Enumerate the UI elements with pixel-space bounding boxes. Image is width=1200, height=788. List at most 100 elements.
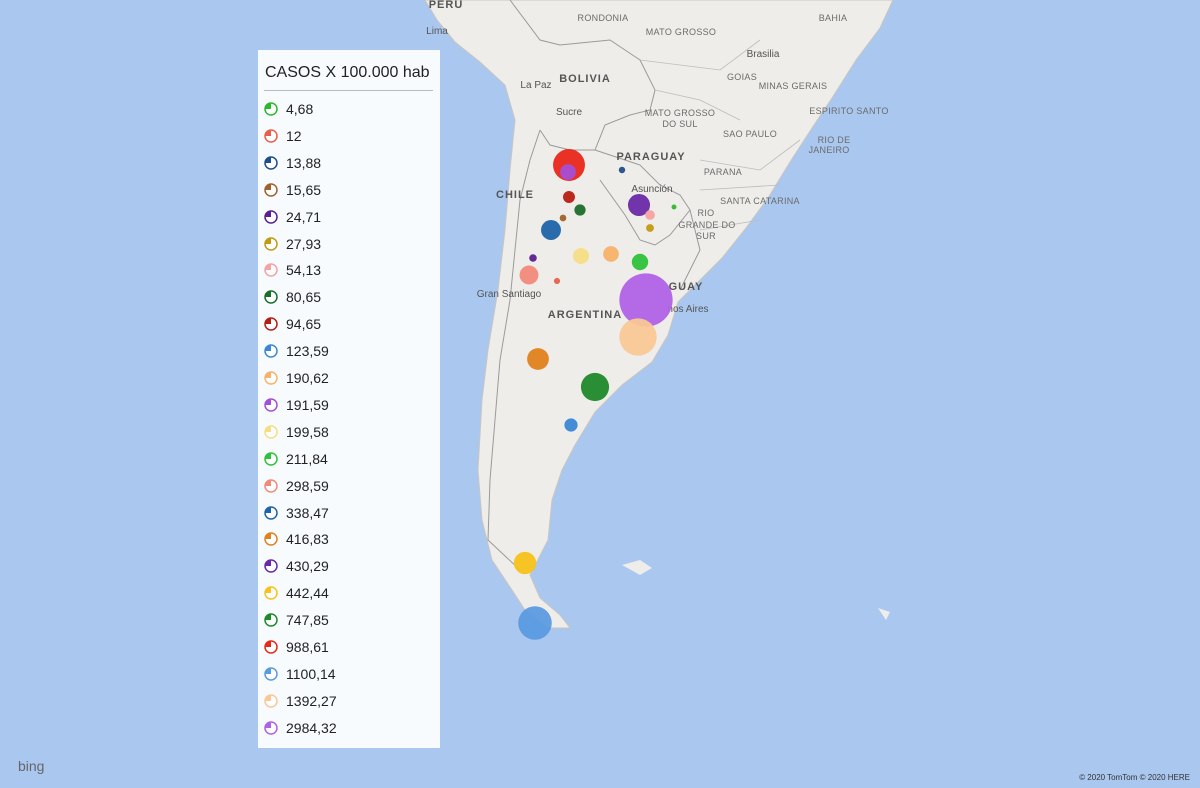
map-label: RIO DE <box>818 135 851 145</box>
map-label: RONDONIA <box>578 13 629 23</box>
bubble <box>618 166 626 174</box>
legend-label: 988,61 <box>286 639 329 655</box>
legend-label: 80,65 <box>286 289 322 306</box>
legend-item: 2984,32 <box>264 718 337 738</box>
legend-icon-wedge <box>265 587 271 594</box>
legend-icon <box>264 667 278 681</box>
legend-icon-wedge <box>265 183 271 190</box>
legend-icon <box>264 290 278 305</box>
legend-icon-wedge <box>265 667 271 674</box>
attribution: © 2020 TomTom © 2020 HERE <box>1079 773 1190 782</box>
legend-item: 211,84 <box>264 449 328 469</box>
bubble <box>513 551 537 575</box>
legend-item: 416,83 <box>264 529 329 549</box>
legend-label: 24,71 <box>286 208 322 225</box>
legend-icon <box>264 398 278 412</box>
legend-item: 430,29 <box>264 556 329 576</box>
bubble <box>603 246 619 262</box>
legend-icon <box>264 371 278 385</box>
legend-icon-wedge <box>265 398 271 405</box>
map-label: Asunción <box>631 184 672 195</box>
map-label: BOLIVIA <box>559 73 611 85</box>
legend-icon <box>264 640 278 654</box>
legend-label: 211,84 <box>286 450 328 467</box>
legend-label: 747,85 <box>286 612 329 629</box>
bubble <box>574 204 586 216</box>
bubble <box>619 318 657 356</box>
legend-item: 199,58 <box>264 422 329 442</box>
legend-icon-wedge <box>265 721 271 728</box>
legend-label: 416,83 <box>286 531 329 548</box>
legend-icon-wedge <box>265 129 271 136</box>
legend-label: 191,59 <box>286 396 329 413</box>
map-label: MATO GROSSO <box>646 27 716 37</box>
map-label: BAHIA <box>819 13 848 23</box>
map-label: GRANDE DO <box>678 220 735 230</box>
legend-item: 1100,14 <box>264 664 336 684</box>
map-label: SUR <box>696 231 716 241</box>
legend-icon-wedge <box>265 614 271 621</box>
legend-label: 54,13 <box>286 262 322 279</box>
legend-item: 24,71 <box>264 207 321 227</box>
legend-item: 4,68 <box>264 99 313 119</box>
legend-icon <box>264 720 278 735</box>
legend-label: 442,44 <box>286 585 329 602</box>
map-label: DO SUL <box>662 119 697 129</box>
bubble <box>645 210 655 220</box>
legend-title: CASOS X 100.000 hab <box>265 64 430 81</box>
legend-item: 298,59 <box>264 476 329 496</box>
legend-icon-wedge <box>265 560 271 567</box>
legend-icon-wedge <box>265 452 271 459</box>
map-label: Brasilia <box>747 49 780 60</box>
legend-label: 1100,14 <box>286 665 336 682</box>
legend-icon-wedge <box>265 156 271 163</box>
map-label: SAO PAULO <box>723 129 777 139</box>
legend-icon <box>264 182 278 197</box>
legend-label: 298,59 <box>286 477 329 494</box>
legend-icon-wedge <box>265 103 271 109</box>
legend-item: 442,44 <box>264 583 329 603</box>
legend-label: 13,88 <box>286 154 322 171</box>
legend-label: 12 <box>286 127 302 144</box>
legend-icon-wedge <box>265 533 271 540</box>
legend-icon <box>264 505 278 520</box>
legend-icon <box>264 425 278 439</box>
legend-item: 12 <box>264 126 302 146</box>
legend-label: 27,93 <box>286 235 322 252</box>
legend-item: 747,85 <box>264 610 329 630</box>
bubble <box>631 253 649 271</box>
legend-icon <box>264 156 278 170</box>
legend-rule <box>264 90 433 91</box>
map-label: Gran Santiago <box>477 289 542 300</box>
map-label: MATO GROSSO <box>645 108 715 118</box>
border <box>487 0 701 571</box>
legend-label: 4,68 <box>286 101 314 117</box>
legend-icon <box>264 129 278 143</box>
legend-icon <box>264 236 278 251</box>
bubble <box>563 191 575 203</box>
map-label: PERU <box>429 0 464 11</box>
legend-label: 2984,32 <box>286 719 337 736</box>
bubble <box>529 254 537 262</box>
bubble <box>519 265 539 285</box>
legend-label: 199,58 <box>286 423 329 440</box>
map-label: Sucre <box>556 107 583 118</box>
legend-label: 338,47 <box>286 504 329 521</box>
map-label: nos Aires <box>667 304 708 315</box>
bubble <box>560 164 576 180</box>
legend-item: 123,59 <box>264 341 329 361</box>
bubble <box>518 606 552 640</box>
bubble <box>553 277 561 285</box>
bubble <box>573 248 589 264</box>
legend-item: 338,47 <box>264 503 329 523</box>
map-label: RIO <box>698 208 715 218</box>
legend-icon <box>264 694 278 708</box>
map-label: GOIAS <box>727 72 757 82</box>
legend-label: 430,29 <box>286 558 329 575</box>
map-label: MINAS GERAIS <box>759 81 828 91</box>
map-label: JANEIRO <box>808 145 849 155</box>
legend-icon-wedge <box>265 641 271 647</box>
legend-item: 988,61 <box>264 637 329 657</box>
